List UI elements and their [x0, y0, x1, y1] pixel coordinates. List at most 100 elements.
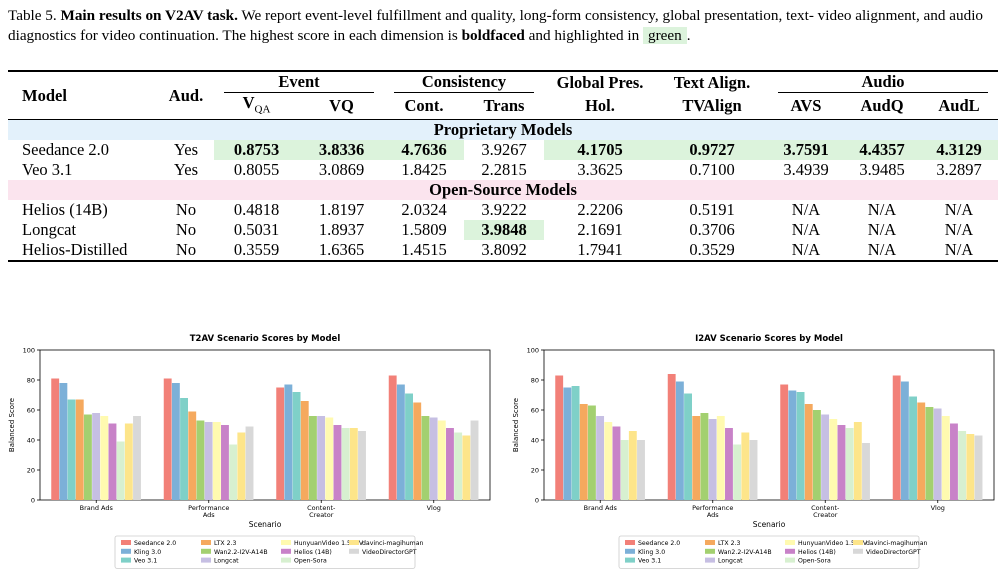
legend-swatch — [705, 540, 715, 545]
bar — [587, 405, 596, 500]
cell-vqa: 0.4818 — [233, 200, 280, 220]
bar — [692, 416, 701, 500]
bar — [245, 426, 254, 500]
cell-audl: 4.3129 — [920, 140, 998, 161]
cell-aud: No — [175, 220, 197, 240]
legend-label: Open-Sora — [798, 558, 831, 565]
cell-avs: N/A — [791, 220, 821, 240]
bar — [133, 416, 141, 500]
caption-label: Table 5. — [8, 7, 57, 24]
legend-swatch — [625, 557, 635, 563]
section-proprietary-label: Proprietary Models — [8, 119, 998, 141]
header-event: Event — [214, 70, 384, 93]
y-axis-label: Balanced Score — [512, 398, 520, 452]
legend-swatch — [625, 548, 635, 554]
cell-audq: N/A — [844, 240, 920, 263]
cell-cont: 2.0324 — [401, 200, 447, 220]
bar — [612, 426, 621, 500]
table-row: Helios (14B) No 0.4818 1.8197 2.0324 3.9… — [8, 200, 998, 220]
cell-tvalign: 0.3706 — [689, 220, 735, 240]
x-axis-label: Scenario — [249, 520, 282, 529]
y-tick-label: 80 — [531, 377, 539, 385]
bar — [333, 425, 342, 500]
x-tick-label: Performance — [692, 504, 733, 512]
cell-tvalign: 0.9727 — [656, 140, 768, 161]
y-tick-label: 40 — [531, 437, 539, 445]
plot-frame — [39, 349, 491, 501]
bar — [741, 432, 750, 500]
legend-swatch — [121, 540, 131, 545]
bar — [437, 420, 446, 500]
cell-aud: No — [175, 200, 197, 220]
cell-aud: Yes — [173, 140, 198, 160]
legend-label: davinci-magihuman — [362, 540, 424, 547]
legend-label: Helios (14B) — [798, 549, 836, 556]
bar — [958, 431, 967, 500]
bar — [733, 444, 742, 500]
bar — [845, 428, 854, 500]
bar — [563, 387, 572, 500]
legend-swatch — [201, 540, 211, 545]
bar — [454, 432, 463, 500]
cell-audl: N/A — [944, 200, 974, 220]
cell-audq: N/A — [867, 220, 897, 240]
bar — [308, 416, 317, 500]
header-trans: Trans — [483, 96, 525, 116]
t2av-chart: T2AV Scenario Scores by Model 0 20 40 60 80 10… — [0, 325, 500, 575]
header-hol: Hol. — [585, 96, 615, 116]
legend-box — [114, 535, 416, 569]
table-row: Veo 3.1 Yes 0.8055 3.0869 1.8425 2.2815 … — [8, 160, 998, 180]
cell-vqa: 0.8753 — [214, 140, 299, 161]
cell-trans: 3.9848 — [464, 220, 544, 241]
cell-tvalign: 0.3529 — [656, 240, 768, 263]
bar — [171, 383, 180, 500]
bar — [284, 384, 293, 500]
header-vqa-main: V — [242, 93, 255, 112]
bar — [862, 443, 870, 500]
bar — [325, 417, 334, 500]
bar — [788, 390, 797, 500]
legend-swatch — [785, 548, 795, 554]
bar — [853, 422, 862, 500]
x-tick-label: Ads — [203, 511, 215, 519]
legend-label: Wan2.2-I2V-A14B — [214, 549, 268, 556]
cell-hol: 3.3625 — [577, 160, 623, 180]
cell-cont: 1.8425 — [401, 160, 447, 180]
x-axis-label: Scenario — [753, 520, 786, 529]
cell-vq: 1.6365 — [299, 240, 384, 263]
cell-trans: 2.2815 — [481, 160, 527, 180]
bar — [796, 392, 805, 500]
header-audl: AudL — [938, 96, 980, 116]
section-open-source-label: Open-Source Models — [8, 180, 998, 201]
caption-boldfaced: boldfaced — [461, 27, 525, 44]
bar — [892, 375, 901, 500]
bar — [900, 381, 909, 500]
bar — [51, 378, 60, 500]
legend-swatch — [121, 548, 131, 554]
cell-model: Veo 3.1 — [22, 160, 73, 180]
bar — [116, 441, 125, 500]
bar — [628, 431, 637, 500]
header-aud: Aud. — [158, 70, 214, 120]
legend-label: Veo 3.1 — [638, 558, 661, 565]
bar — [725, 428, 733, 500]
cell-tvalign: 0.7100 — [689, 160, 735, 180]
header-global: Global Pres. — [544, 70, 656, 93]
x-tick-label: Vlog — [931, 504, 945, 512]
bar — [684, 393, 692, 500]
bar — [749, 440, 758, 500]
bar — [804, 404, 813, 500]
legend-swatch — [201, 548, 211, 554]
bar — [470, 420, 479, 500]
legend-label: Seedance 2.0 — [638, 540, 680, 547]
cell-hol: 2.1691 — [577, 220, 623, 240]
table-row: Helios-Distilled No 0.3559 1.6365 1.4515… — [8, 240, 998, 263]
bar — [75, 399, 84, 500]
bar — [396, 384, 405, 500]
legend-swatch — [853, 548, 863, 554]
chart-title: I2AV Scenario Scores by Model — [695, 334, 843, 344]
bar — [429, 417, 438, 500]
header-tvalign: TVAlign — [682, 96, 742, 116]
cell-cont: 1.4515 — [384, 240, 464, 263]
cell-audl: N/A — [944, 220, 974, 240]
